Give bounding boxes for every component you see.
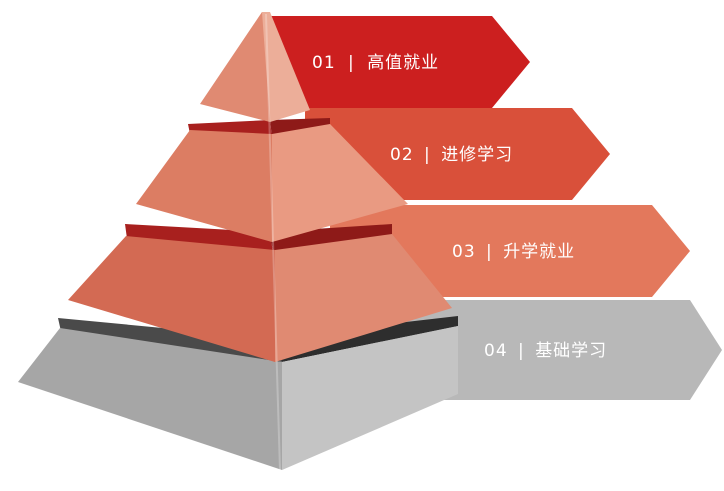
tier-2-separator: |	[424, 145, 431, 165]
tier-1-block	[200, 12, 310, 122]
tier-1-number: 01	[312, 53, 336, 73]
tier-2-text: 进修学习	[441, 145, 513, 165]
tier-3-separator: |	[486, 242, 493, 262]
tier-4-number: 04	[484, 341, 508, 361]
tier-2-label: 02 | 进修学习	[390, 145, 513, 165]
tier-3-label: 03 | 升学就业	[452, 242, 575, 262]
tier-4-label: 04 | 基础学习	[484, 341, 607, 361]
tier-2-number: 02	[390, 145, 414, 165]
tier-3-number: 03	[452, 242, 476, 262]
tier-4-block	[18, 316, 458, 470]
tier-1-label-arrow	[262, 16, 530, 108]
pyramid-ridge-highlight	[265, 13, 281, 471]
tier-4-text: 基础学习	[535, 341, 607, 361]
tier-4-separator: |	[518, 341, 525, 361]
tier-1-text: 高值就业	[367, 53, 439, 73]
tier-3-text: 升学就业	[503, 242, 575, 262]
tier-2-block	[136, 118, 408, 242]
tier-1-separator: |	[348, 53, 355, 73]
tier-1-label: 01 | 高值就业	[312, 53, 439, 73]
